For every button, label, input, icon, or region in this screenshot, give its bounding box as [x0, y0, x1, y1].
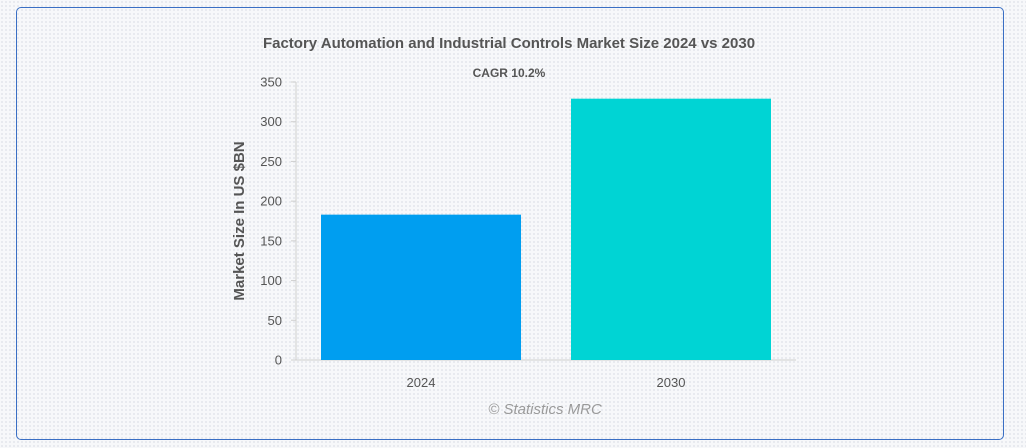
- y-ticks: 0 50 100 150 200 250 300 350: [260, 75, 296, 368]
- source-credit: © Statistics MRC: [488, 401, 602, 418]
- y-tick-label: 300: [260, 114, 282, 129]
- y-tick-label: 150: [260, 233, 282, 248]
- chart-card: [16, 7, 1004, 440]
- chart-title: Factory Automation and Industrial Contro…: [263, 35, 755, 52]
- x-tick-label: 2030: [657, 375, 686, 390]
- y-tick-label: 50: [268, 313, 282, 328]
- y-tick-label: 0: [275, 353, 282, 368]
- bar-2024: [321, 214, 521, 360]
- bar-2030: [571, 98, 771, 361]
- bars: [321, 98, 771, 361]
- y-tick-label: 100: [260, 273, 282, 288]
- y-tick-label: 200: [260, 194, 282, 209]
- y-tick-label: 350: [260, 75, 282, 90]
- y-axis-label: Market Size In US $BN: [231, 141, 248, 300]
- cagr-annotation: CAGR 10.2%: [473, 66, 546, 80]
- x-ticks: 2024 2030: [407, 375, 686, 390]
- x-tick-label: 2024: [407, 375, 436, 390]
- y-tick-label: 250: [260, 154, 282, 169]
